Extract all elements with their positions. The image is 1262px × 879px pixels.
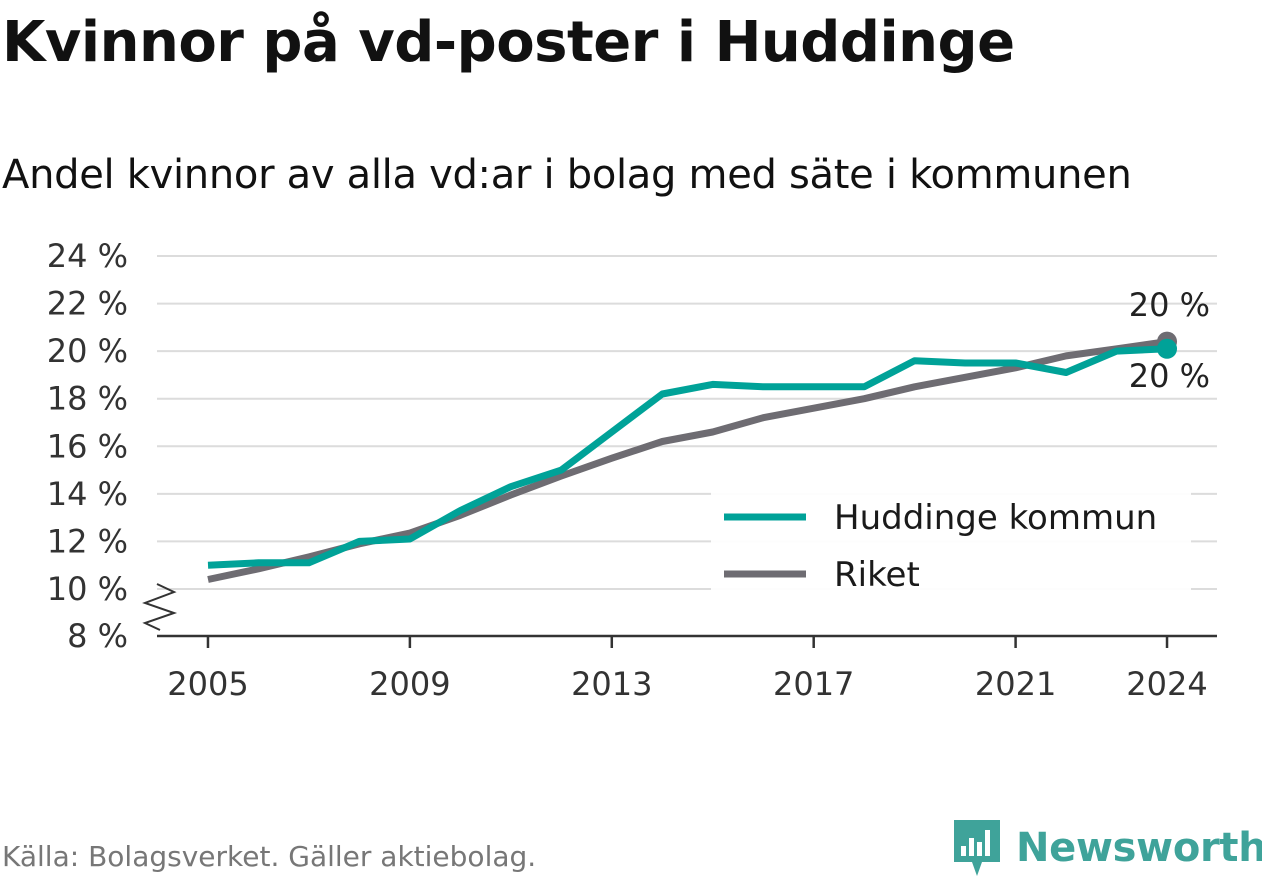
x-axis: 2005 2009 2013 2017 2021 2024 (157, 634, 1217, 703)
end-labels: 20 % 20 % (1129, 286, 1210, 395)
y-tick-label: 8 % (67, 617, 128, 655)
y-tick-label: 14 % (47, 475, 128, 513)
end-label-huddinge: 20 % (1129, 357, 1210, 395)
y-tick-label: 10 % (47, 570, 128, 608)
x-tick-label: 2021 (975, 665, 1056, 703)
x-tick-label: 2005 (167, 665, 248, 703)
chart-title: Kvinnor på vd-poster i Huddinge (2, 10, 1015, 75)
end-label-riket: 20 % (1129, 286, 1210, 324)
x-tick-label: 2013 (571, 665, 652, 703)
series-lines (207, 331, 1178, 583)
legend-label: Riket (834, 555, 920, 595)
legend-label: Huddinge kommun (834, 498, 1157, 538)
y-tick-label: 12 % (47, 522, 128, 560)
brand-name: Newsworthy (1016, 825, 1262, 871)
y-tick-label: 20 % (47, 332, 128, 370)
x-tick-label: 2017 (773, 665, 854, 703)
series-line-huddinge (207, 345, 1168, 569)
y-tick-label: 18 % (47, 380, 128, 418)
y-tick-label: 24 % (47, 237, 128, 275)
chart-subtitle: Andel kvinnor av alla vd:ar i bolag med … (2, 152, 1132, 198)
grid-lines (157, 255, 1217, 590)
legend: Huddinge kommun Riket (711, 490, 1191, 595)
y-axis-ticks: 8 % 10 % 12 % 14 % 16 % 18 % 20 % 22 % 24 % (47, 237, 178, 655)
y-tick-label: 22 % (47, 285, 128, 323)
brand-logo: Newsworthy (952, 818, 1262, 878)
source-note: Källa: Bolagsverket. Gäller aktiebolag. (2, 840, 537, 873)
x-tick-label: 2009 (369, 665, 450, 703)
x-tick-label: 2024 (1126, 665, 1207, 703)
newsworthy-logo-icon (954, 820, 1000, 876)
axis-break-icon (142, 583, 178, 631)
y-tick-label: 16 % (47, 427, 128, 465)
end-point-huddinge (1157, 338, 1178, 359)
